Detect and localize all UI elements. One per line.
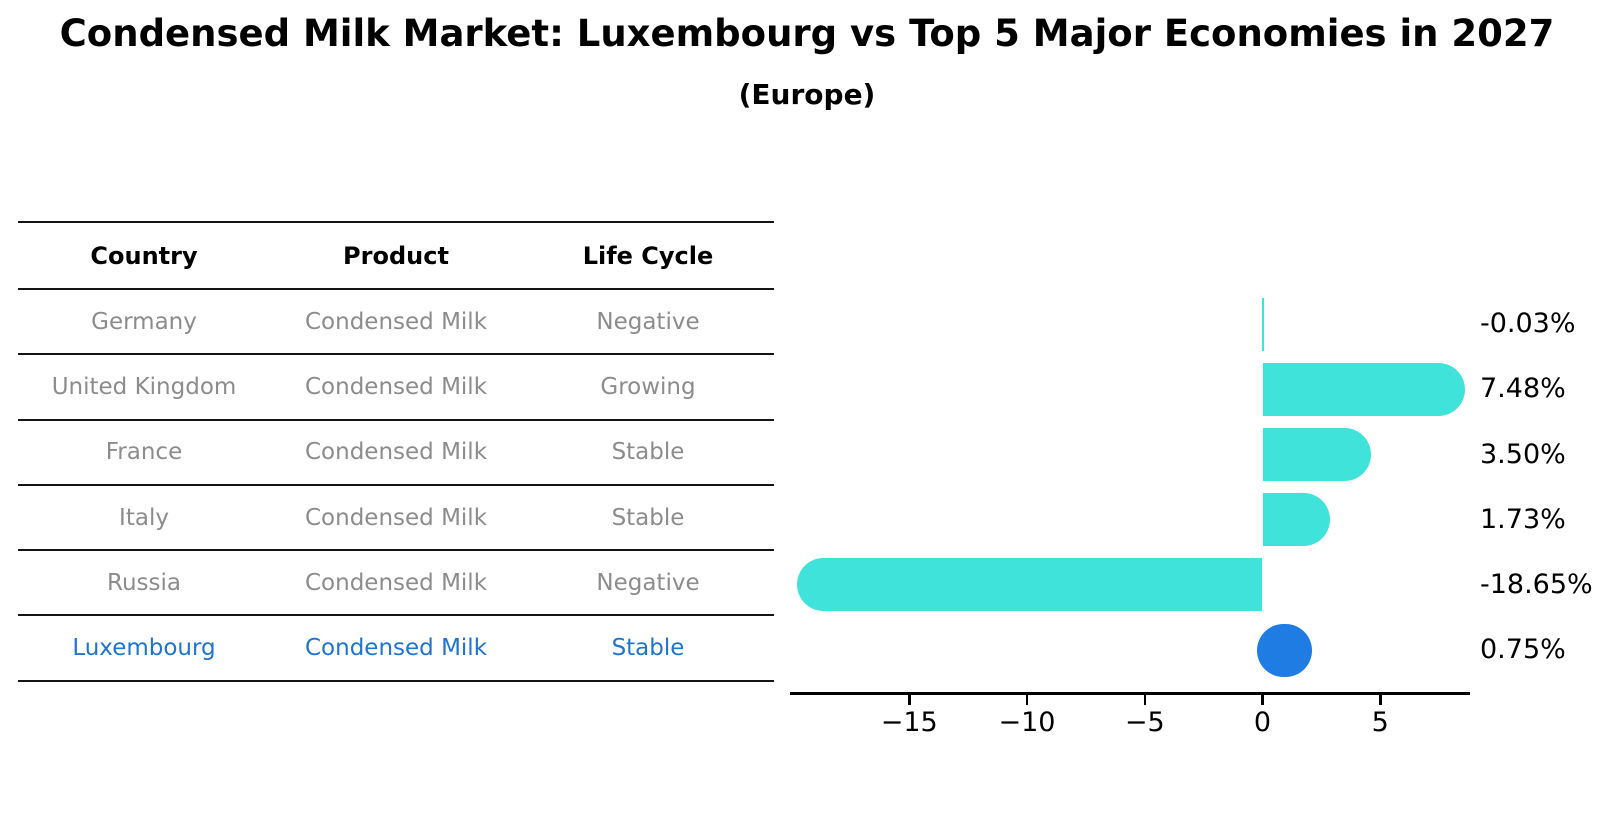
value-label: 7.48% <box>1480 373 1566 405</box>
x-tick-label: −10 <box>998 707 1056 738</box>
table-row: Germany Condensed Milk Negative <box>18 290 774 356</box>
x-tick <box>1261 694 1264 705</box>
x-tick-label: −5 <box>1124 707 1165 738</box>
country-cell: France <box>105 439 183 466</box>
bar-united-kingdom <box>1262 362 1466 416</box>
value-label: 0.75% <box>1480 634 1566 666</box>
life-cycle-cell: Growing <box>600 373 696 400</box>
table-row: France Condensed Milk Stable <box>18 421 774 486</box>
country-cell: Luxembourg <box>72 635 216 662</box>
bar-germany <box>1261 297 1264 351</box>
table-row: Luxembourg Condensed Milk Stable <box>18 616 774 682</box>
product-cell: Condensed Milk <box>304 504 488 531</box>
x-tick <box>1379 694 1382 705</box>
bar-luxembourg <box>1256 623 1312 677</box>
country-cell: Italy <box>119 504 169 531</box>
x-tick-label: 5 <box>1371 707 1389 738</box>
chart-subtitle: (Europe) <box>738 78 876 111</box>
table-row: Russia Condensed Milk Negative <box>18 551 774 617</box>
life-cycle-cell: Stable <box>611 504 685 531</box>
x-tick-label: 0 <box>1253 707 1272 738</box>
bar-italy <box>1262 493 1330 547</box>
value-label: 3.50% <box>1480 438 1566 470</box>
value-label: 1.73% <box>1480 503 1566 535</box>
x-axis-line <box>790 691 1470 695</box>
country-cell: Russia <box>107 569 181 596</box>
bar-russia <box>796 558 1263 612</box>
country-cell: Germany <box>91 308 197 335</box>
product-cell: Condensed Milk <box>304 635 488 662</box>
product-cell: Condensed Milk <box>304 373 488 400</box>
table-row: Italy Condensed Milk Stable <box>18 486 774 552</box>
column-header-country: Country <box>90 241 198 270</box>
comparison-table: Country Product Life Cycle Germany Conde… <box>18 221 774 682</box>
bar-france <box>1262 428 1372 481</box>
column-header-product: Product <box>343 241 449 270</box>
x-tick <box>908 694 911 705</box>
life-cycle-cell: Negative <box>596 569 700 596</box>
country-cell: United Kingdom <box>51 373 237 400</box>
x-tick <box>1143 694 1146 705</box>
value-label: -0.03% <box>1480 308 1576 340</box>
value-label: -18.65% <box>1480 568 1593 600</box>
x-tick-label: −15 <box>880 707 938 738</box>
x-tick <box>1025 694 1029 705</box>
life-cycle-cell: Negative <box>596 308 700 335</box>
product-cell: Condensed Milk <box>304 439 488 466</box>
life-cycle-cell: Stable <box>611 635 685 662</box>
product-cell: Condensed Milk <box>304 308 488 335</box>
life-cycle-cell: Stable <box>611 439 685 466</box>
product-cell: Condensed Milk <box>304 569 488 596</box>
table-header-row: Country Product Life Cycle <box>18 223 774 290</box>
table-row: United Kingdom Condensed Milk Growing <box>18 355 774 421</box>
column-header-life-cycle: Life Cycle <box>582 241 714 270</box>
chart-title: Condensed Milk Market: Luxembourg vs Top… <box>59 12 1555 55</box>
